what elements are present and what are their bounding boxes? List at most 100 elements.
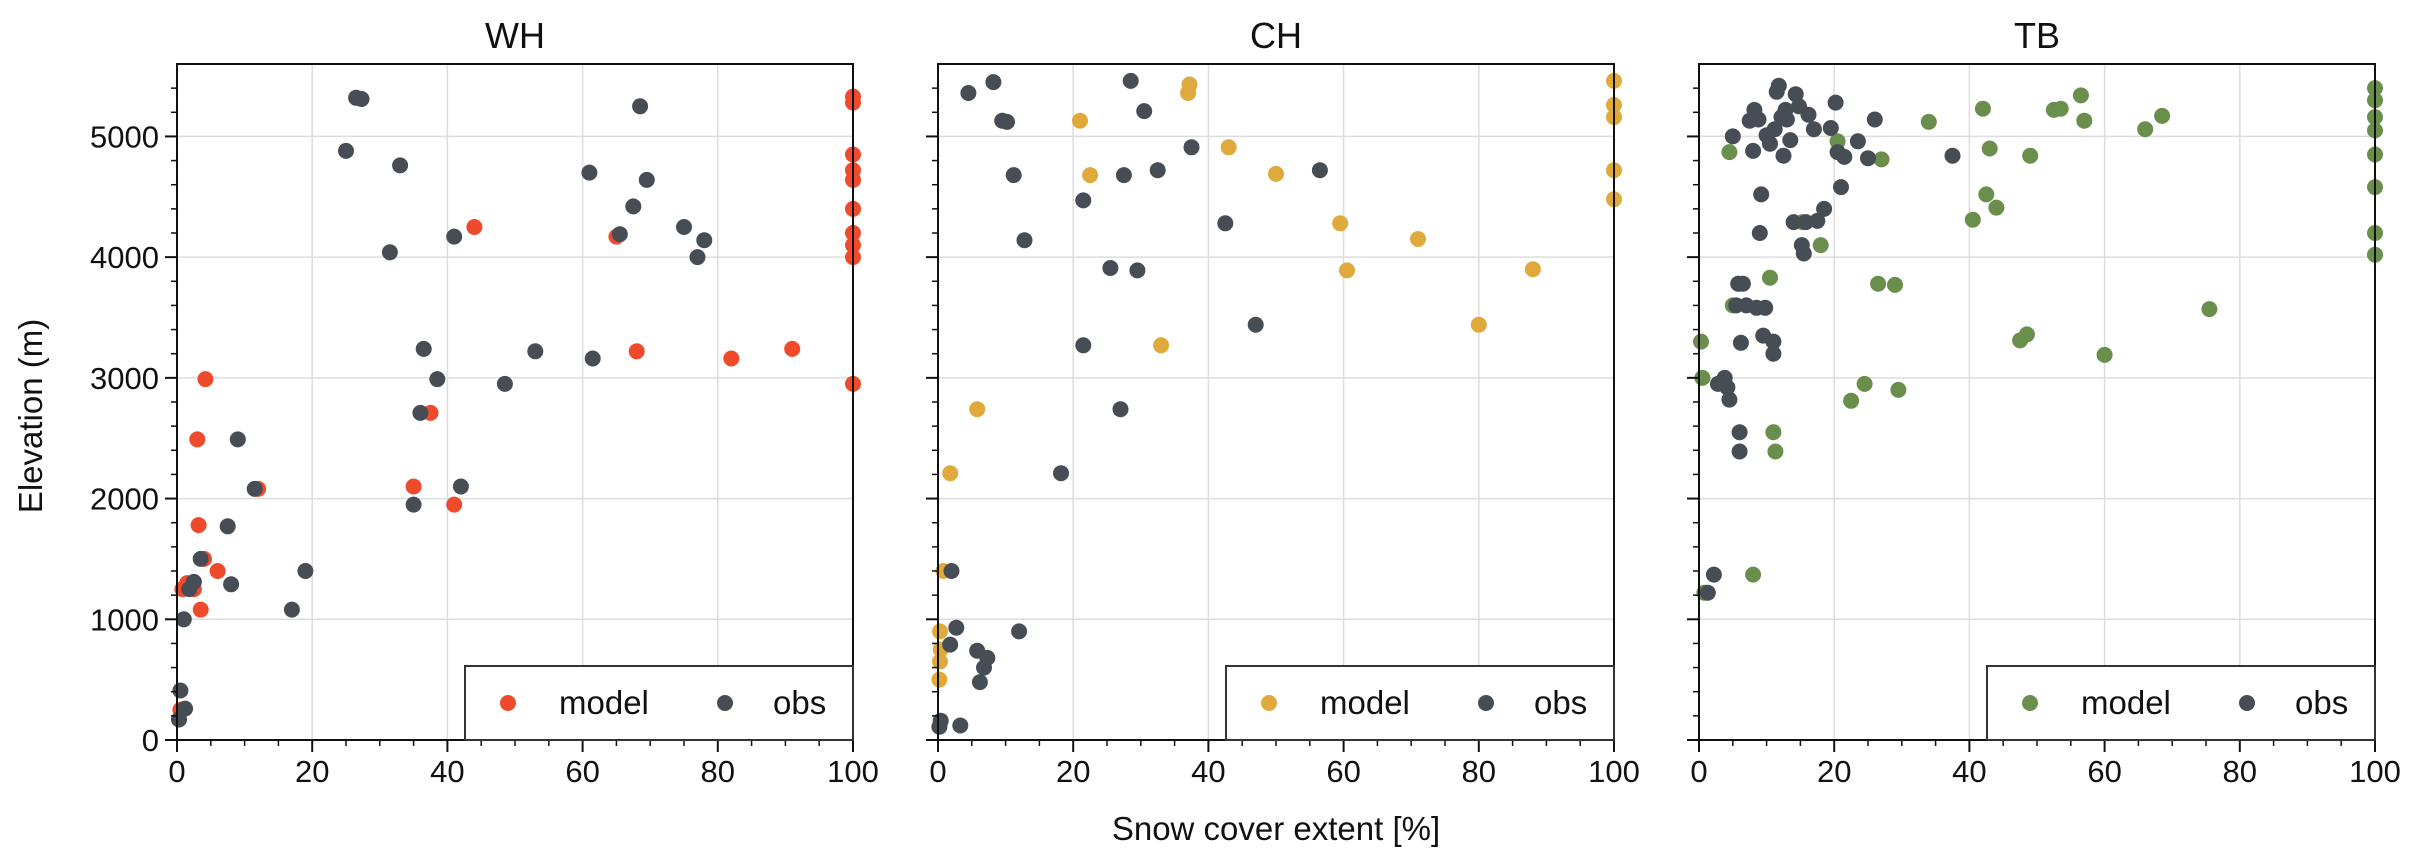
- model-point: [2018, 326, 2035, 343]
- series-model: [172, 88, 861, 718]
- model-point: [1410, 231, 1426, 247]
- model-point: [1268, 165, 1284, 182]
- obs-point: [1866, 111, 1883, 128]
- model-point: [1920, 113, 1937, 130]
- legend-model-label: model: [559, 684, 649, 721]
- y-tick-label: 5000: [90, 119, 159, 154]
- obs-point: [1699, 584, 1716, 601]
- obs-point: [496, 375, 513, 392]
- obs-point: [1149, 162, 1166, 179]
- obs-point: [1129, 262, 1146, 279]
- series-obs: [1699, 77, 1961, 601]
- model-point: [189, 431, 206, 448]
- model-point: [192, 601, 209, 618]
- obs-point: [1719, 379, 1736, 396]
- legend-model-marker: [500, 695, 516, 711]
- obs-point: [1053, 465, 1069, 482]
- model-point: [2076, 112, 2093, 129]
- obs-point: [1816, 200, 1833, 217]
- obs-point: [985, 74, 1002, 91]
- x-tick-label: 40: [430, 754, 464, 789]
- obs-point: [1247, 316, 1264, 333]
- obs-point: [452, 478, 469, 495]
- obs-point: [412, 404, 429, 421]
- model-point: [1870, 275, 1887, 292]
- legend-model-marker: [1261, 695, 1277, 711]
- model-point: [1873, 151, 1890, 168]
- obs-point: [943, 563, 960, 579]
- obs-point: [429, 371, 446, 388]
- model-point: [1153, 337, 1170, 354]
- obs-point: [1809, 212, 1826, 229]
- obs-point: [1753, 186, 1770, 203]
- model-point: [1082, 167, 1099, 184]
- obs-point: [1833, 179, 1849, 196]
- legend-obs-label: obs: [1534, 684, 1587, 721]
- x-tick-label: 80: [701, 754, 735, 789]
- obs-point: [223, 576, 240, 593]
- legend-model-label: model: [1320, 684, 1410, 721]
- obs-point: [1751, 225, 1768, 241]
- obs-point: [1115, 167, 1132, 184]
- obs-point: [1765, 333, 1782, 350]
- obs-point: [175, 611, 192, 628]
- obs-point: [638, 171, 655, 188]
- obs-point: [338, 142, 354, 159]
- model-point: [1332, 215, 1349, 232]
- legend-box: [1986, 665, 2376, 741]
- model-point: [2201, 301, 2218, 318]
- obs-point: [1805, 121, 1822, 138]
- obs-point: [172, 682, 189, 699]
- obs-point: [1785, 214, 1802, 231]
- obs-point: [1757, 299, 1774, 316]
- legend-box: [1225, 665, 1615, 741]
- legend: model obs: [1225, 665, 1615, 741]
- model-point: [1220, 139, 1237, 156]
- legend-obs-marker: [2239, 695, 2255, 711]
- obs-point: [1765, 345, 1782, 362]
- obs-point: [611, 226, 628, 243]
- obs-point: [185, 573, 202, 590]
- legend-model-label: model: [2081, 684, 2171, 721]
- model-point: [405, 478, 422, 495]
- panel-ch: 0 20 40 60 80 100 CH model obs: [926, 15, 1640, 789]
- model-point: [1978, 186, 1995, 203]
- obs-point: [1827, 94, 1844, 111]
- obs-point: [584, 350, 601, 367]
- obs-point: [1770, 77, 1787, 94]
- model-point: [1887, 276, 1903, 293]
- model-point: [1762, 269, 1778, 286]
- model-point: [2154, 107, 2171, 124]
- y-tick-label: 3000: [90, 361, 159, 396]
- obs-point: [1822, 120, 1839, 136]
- model-point: [1974, 100, 1991, 117]
- legend-model-marker: [2022, 695, 2038, 711]
- model-point: [466, 219, 483, 235]
- obs-point: [1795, 245, 1812, 262]
- model-point: [2137, 121, 2154, 138]
- plot-frame: [937, 63, 1615, 741]
- obs-point: [1836, 148, 1853, 165]
- model-point: [1812, 237, 1829, 254]
- obs-point: [219, 518, 236, 535]
- obs-point: [283, 601, 300, 618]
- model-point: [2052, 100, 2069, 117]
- series-obs: [171, 89, 713, 728]
- x-tick-label: 20: [1817, 754, 1851, 789]
- obs-point: [1750, 111, 1767, 128]
- obs-point: [177, 700, 194, 717]
- obs-point: [1005, 167, 1022, 184]
- x-tick-label: 0: [929, 754, 946, 789]
- obs-point: [1112, 401, 1129, 418]
- model-point: [1524, 261, 1541, 278]
- obs-point: [246, 480, 263, 497]
- obs-point: [999, 113, 1015, 130]
- legend-obs-marker: [717, 695, 733, 711]
- model-point: [784, 340, 801, 357]
- model-point: [1339, 262, 1355, 279]
- plot-frame: [176, 63, 854, 741]
- x-axis-label: Snow cover extent [%]: [1112, 810, 1440, 847]
- x-tick-label: 80: [1462, 754, 1496, 789]
- model-point: [1981, 140, 1998, 157]
- obs-point: [979, 649, 996, 666]
